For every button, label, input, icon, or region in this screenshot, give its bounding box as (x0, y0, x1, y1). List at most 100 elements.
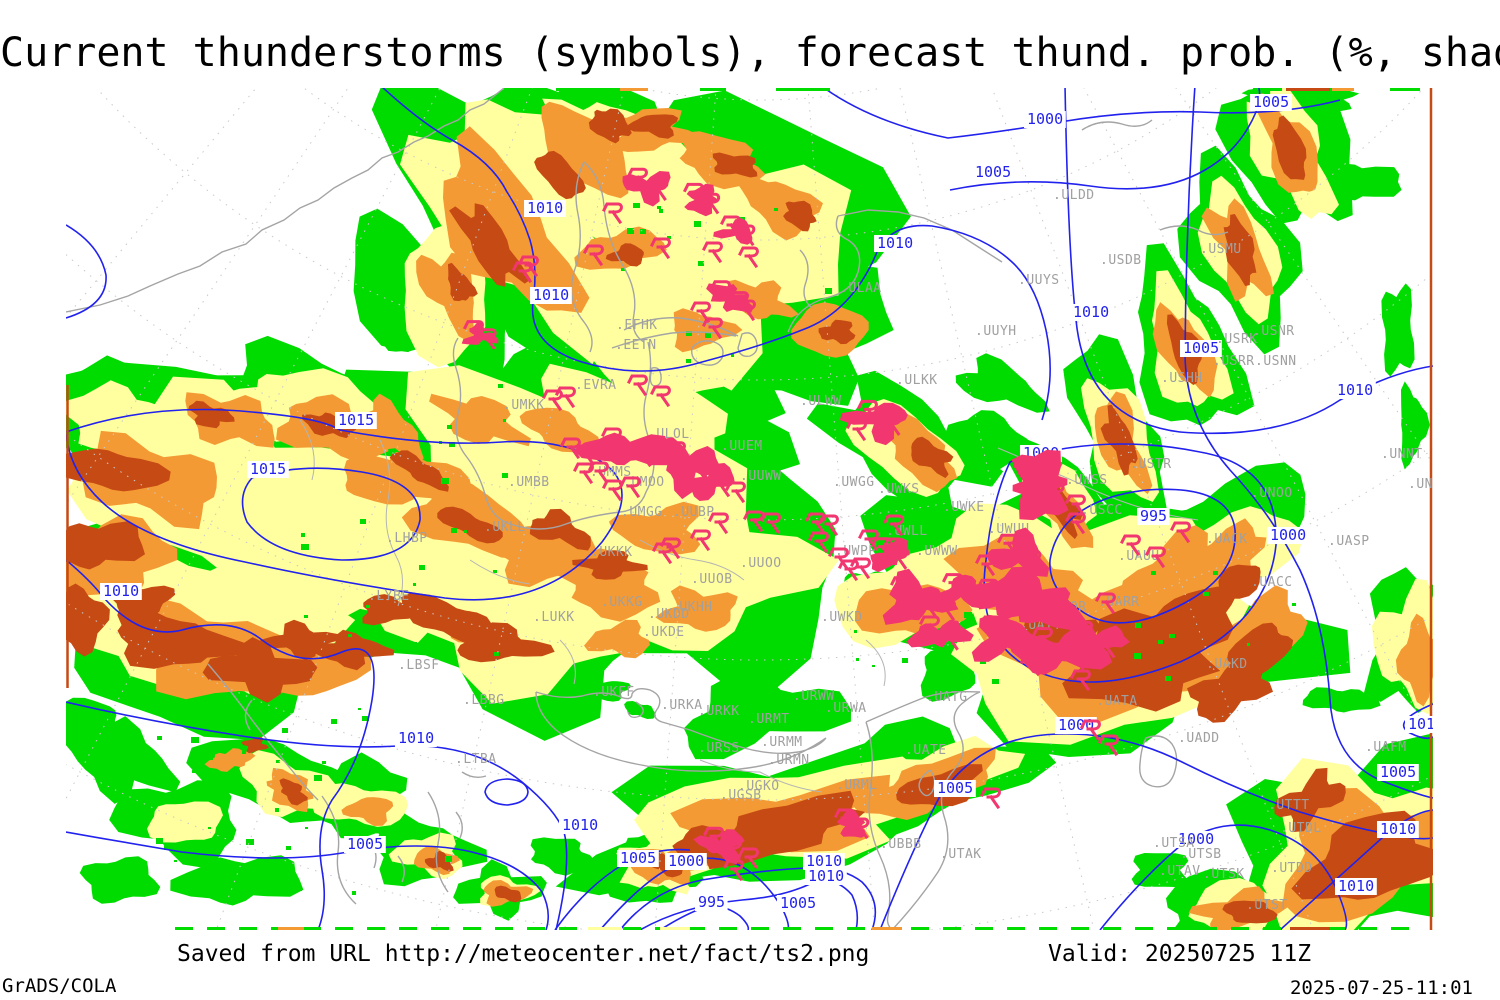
prob-shade-red (1201, 564, 1261, 612)
station-label: .URKK (698, 704, 740, 719)
prob-shade-orange (443, 126, 590, 313)
thunderstorm-icon (689, 529, 711, 552)
country-border (559, 639, 576, 685)
prob-shade-red (1274, 767, 1346, 833)
station-label: .UTDD (1271, 861, 1313, 876)
thunderstorm-icon (974, 554, 996, 577)
prob-shade-orange (655, 585, 738, 632)
prob-shade-green (79, 856, 161, 904)
edge-shading-top (776, 88, 830, 91)
station-label: .UKDE (643, 625, 685, 640)
station-label: .UADD (1178, 731, 1220, 746)
prob-shade-green (66, 697, 118, 743)
thunderstorm-icon (938, 629, 960, 651)
edge-shading-bottom (872, 927, 902, 930)
isobar-label: 1010 (1408, 715, 1444, 733)
station-label: .USCC (1081, 503, 1123, 518)
edge-shading-bottom (1290, 927, 1330, 930)
coastline (535, 687, 827, 772)
meridian-line (1175, 88, 1433, 465)
thunderstorm-icon (582, 244, 604, 267)
isobar-line (382, 88, 1051, 421)
thunderstorm-icon (709, 280, 731, 302)
page-title: Current thunderstorms (symbols), forecas… (0, 30, 1500, 76)
station-label: .UUYH (975, 324, 1017, 339)
isobar-label-box (1334, 382, 1376, 399)
thunderstorm-icon (511, 261, 533, 284)
station-label: .EVRA (575, 378, 617, 393)
isobar-line (1049, 488, 1236, 624)
station-label: .URMM (761, 735, 803, 750)
station-label: .LBBG (463, 693, 505, 708)
coastline (66, 88, 505, 313)
station-label: .UWWW (916, 544, 958, 559)
prob-shade-red (66, 583, 110, 657)
thunderstorm-cluster (573, 432, 675, 466)
isobar-label-box (695, 894, 728, 911)
prob-shade-orange (204, 748, 256, 772)
station-label: .URSS (698, 741, 740, 756)
thunderstorm-icon (664, 441, 686, 463)
station-label: .UGSB (720, 788, 762, 803)
isobar-labels: 1010101010101005100510001010101010051005… (100, 93, 1444, 912)
prob-shade-red (534, 150, 586, 200)
prob-shade-yellow (147, 801, 223, 843)
prob-shade-green (1302, 687, 1381, 713)
station-label: .UUOB (691, 572, 733, 587)
isobar-label: 1005 (975, 163, 1011, 181)
prob-shade-red (448, 262, 478, 302)
isobar-label-box (1377, 821, 1419, 838)
station-label: .UGKO (738, 779, 780, 794)
prob-shade-yellow (298, 483, 528, 643)
station-label: .EETN (615, 338, 657, 353)
station-label: .UWGG (833, 475, 875, 490)
thunderstorm-icon (651, 542, 673, 565)
edge-shading-top (700, 88, 726, 91)
thunderstorm-icon (742, 510, 764, 533)
thunderstorm-icon (707, 512, 729, 535)
meridian-line (215, 88, 533, 930)
isobar-line (639, 880, 859, 930)
edge-shading-top (1390, 88, 1420, 91)
station-label: .UNBB (1408, 477, 1450, 492)
thunderstorm-icon (848, 817, 870, 840)
thunderstorm-icon (856, 399, 878, 422)
station-label: .LUKK (533, 610, 575, 625)
station-label: .UKDD (648, 607, 690, 622)
thunderstorm-icon (880, 414, 902, 436)
station-label: .UNNT (1381, 447, 1423, 462)
map-edge-marks (66, 88, 1433, 930)
station-label: .LTBA (455, 752, 497, 767)
isobar-label-box (972, 164, 1014, 181)
footer-saved-url: Saved from URL http://meteocenter.net/fa… (177, 941, 870, 967)
station-label: .UUOO (740, 556, 782, 571)
thunderstorm-icon (699, 192, 721, 215)
thunderstorm-icon (691, 463, 713, 485)
isobar-label: 1005 (780, 894, 816, 912)
thunderstorm-icon (918, 615, 940, 638)
isobar-label: 1015 (250, 460, 286, 478)
isobar-label: 1010 (527, 199, 563, 217)
thunderstorm-icon (1064, 494, 1086, 517)
isobar-label-box (803, 853, 845, 870)
edge-shading-top (1268, 88, 1282, 91)
prob-shade-red (279, 778, 308, 806)
station-label: .UKKK (591, 545, 633, 560)
station-label: .UTAK (940, 847, 982, 862)
isobar-label: 995 (698, 893, 725, 911)
station-label: .USTR (1130, 457, 1172, 472)
isobar-label-box (1070, 304, 1112, 321)
thunderstorm-icon (916, 596, 938, 618)
thunderstorm-icon (619, 476, 641, 499)
isobar-label-box (1250, 94, 1292, 111)
station-label: .USHH (1161, 371, 1203, 386)
prob-shade-orange (341, 797, 394, 826)
thunderstorm-icon (720, 838, 742, 860)
prob-shade-red (188, 400, 235, 429)
station-label: .UWSS (1066, 473, 1108, 488)
thunderstorm-icon (1040, 597, 1062, 619)
station-label: .UATE (905, 743, 947, 758)
station-label: .UTSK (1203, 867, 1245, 882)
thunderstorm-icon (722, 859, 744, 882)
